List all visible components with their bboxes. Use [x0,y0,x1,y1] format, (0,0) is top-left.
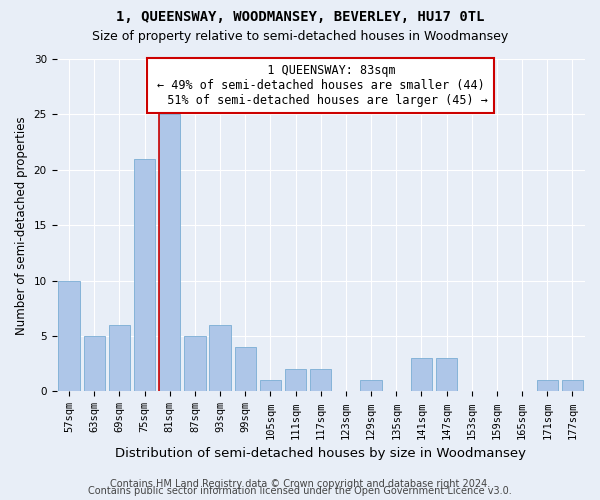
Bar [184,336,206,392]
Bar [58,280,80,392]
Y-axis label: Number of semi-detached properties: Number of semi-detached properties [15,116,28,334]
Bar [310,370,331,392]
Bar [285,370,306,392]
Bar [436,358,457,392]
Text: 1 QUEENSWAY: 83sqm
← 49% of semi-detached houses are smaller (44)
  51% of semi-: 1 QUEENSWAY: 83sqm ← 49% of semi-detache… [154,64,488,107]
Text: 1, QUEENSWAY, WOODMANSEY, BEVERLEY, HU17 0TL: 1, QUEENSWAY, WOODMANSEY, BEVERLEY, HU17… [116,10,484,24]
Bar [83,336,105,392]
Bar [411,358,432,392]
Bar [209,325,231,392]
Bar [134,158,155,392]
X-axis label: Distribution of semi-detached houses by size in Woodmansey: Distribution of semi-detached houses by … [115,447,526,460]
Text: Size of property relative to semi-detached houses in Woodmansey: Size of property relative to semi-detach… [92,30,508,43]
Text: Contains HM Land Registry data © Crown copyright and database right 2024.: Contains HM Land Registry data © Crown c… [110,479,490,489]
Bar [562,380,583,392]
Bar [109,325,130,392]
Text: Contains public sector information licensed under the Open Government Licence v3: Contains public sector information licen… [88,486,512,496]
Bar [260,380,281,392]
Bar [536,380,558,392]
Bar [159,114,181,392]
Bar [361,380,382,392]
Bar [235,347,256,392]
